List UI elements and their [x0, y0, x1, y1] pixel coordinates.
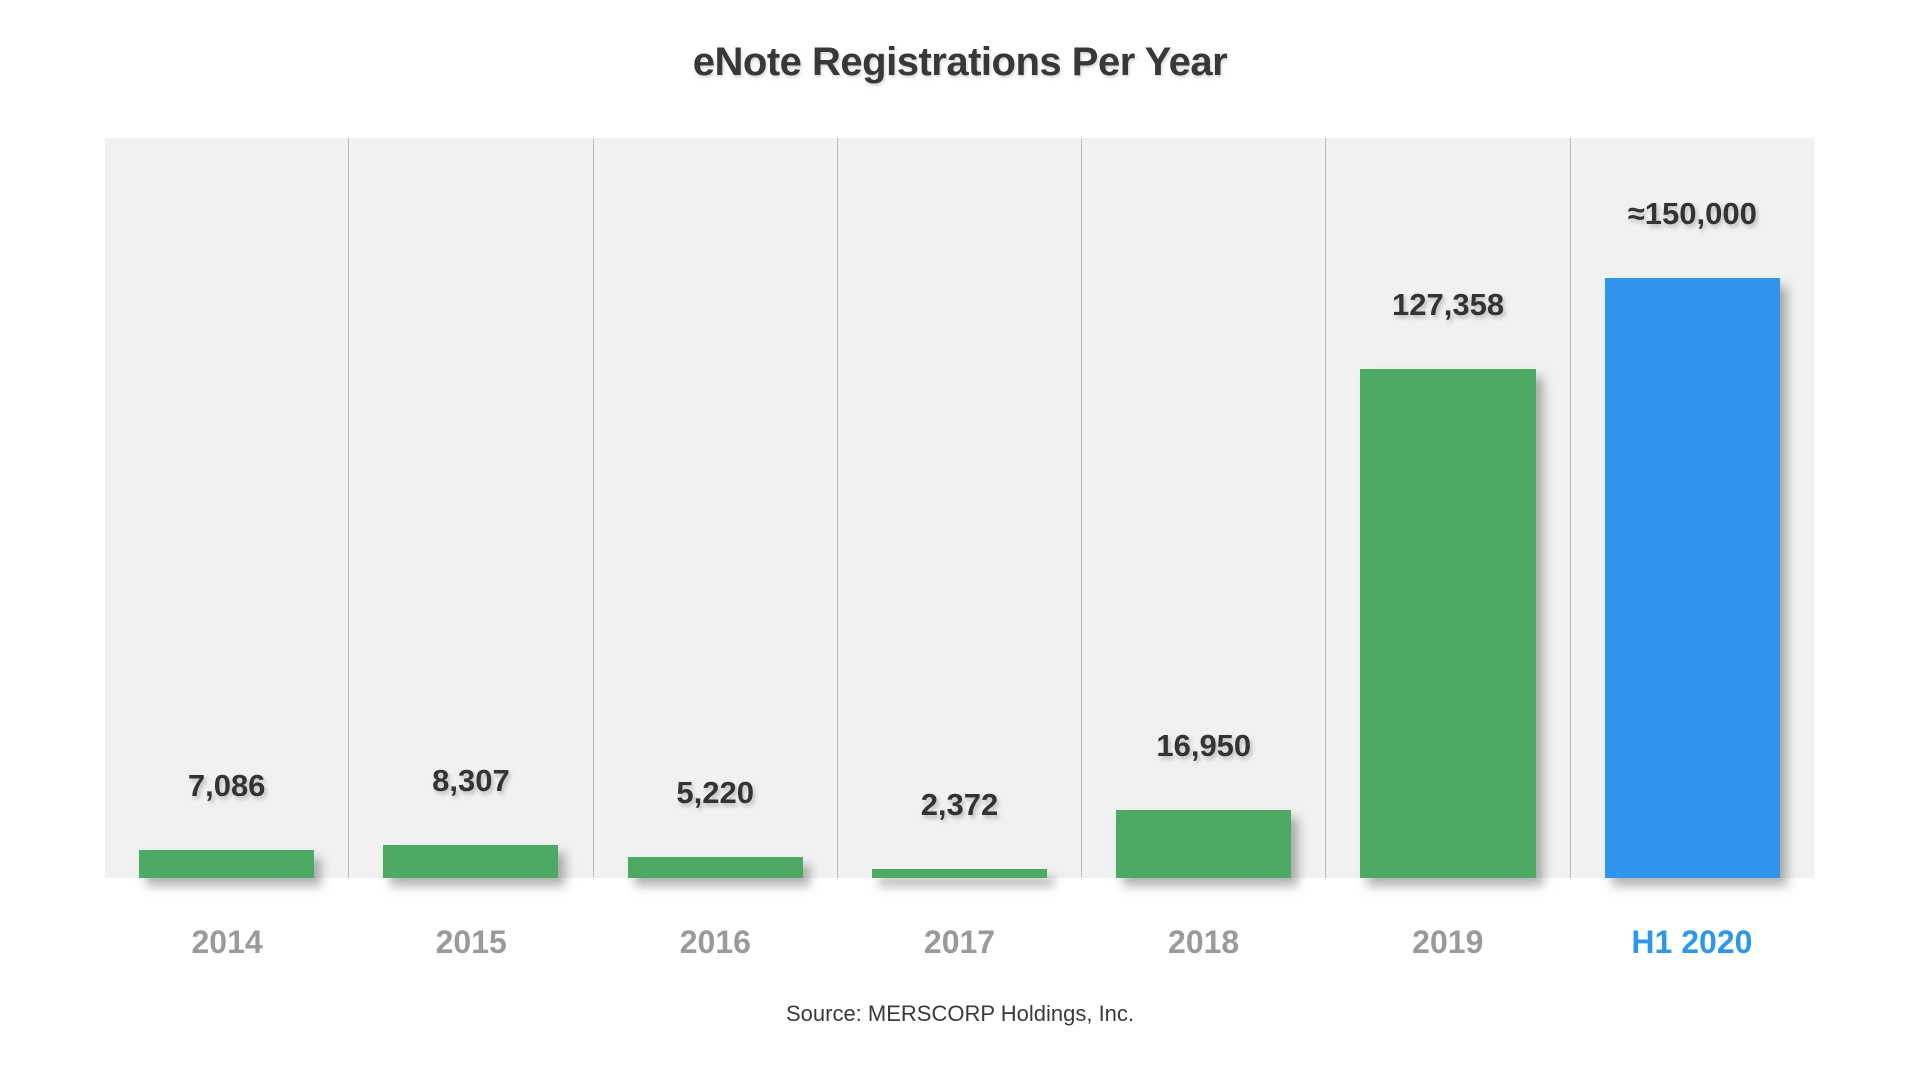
bar-column-2019: 127,358	[1326, 138, 1571, 878]
bar-column-h1-2020: ≈150,000	[1571, 138, 1814, 878]
year-label-2014: 2014	[191, 924, 263, 960]
bar-2017	[871, 869, 1048, 878]
bar-2016	[627, 857, 803, 878]
value-label-2019: 127,358	[1392, 287, 1505, 322]
value-label-h1-2020: ≈150,000	[1627, 196, 1757, 231]
bar-column-2014: 7,086	[105, 138, 350, 878]
year-label-h1-2020: H1 2020	[1631, 924, 1753, 960]
bar-2015	[383, 845, 559, 878]
bar-column-2015: 8,307	[349, 138, 594, 878]
bar-h1-2020	[1604, 278, 1780, 878]
value-label-2016: 5,220	[676, 775, 754, 810]
value-label-2015: 8,307	[432, 763, 510, 798]
value-label-2017: 2,372	[920, 787, 999, 822]
source-note: Source: MERSCORP Holdings, Inc.	[785, 1001, 1135, 1026]
bar-2018	[1116, 810, 1292, 878]
bar-2014	[139, 850, 315, 878]
value-label-2018: 16,950	[1156, 728, 1252, 763]
bar-column-2017: 2,372	[838, 138, 1083, 878]
chart-title: eNote Registrations Per Year	[692, 40, 1228, 84]
x-axis-labels: 2014 2015 2016 2017 2018 2019 H1 2020	[105, 918, 1814, 966]
bar-column-2016: 5,220	[594, 138, 838, 878]
year-label-2015: 2015	[435, 924, 507, 960]
value-label-2014: 7,086	[187, 768, 266, 803]
year-label-2016: 2016	[679, 924, 751, 960]
plot-area: 7,086 8,307 5,220 2,372 16,950 127,358 ≈150,00…	[105, 138, 1814, 878]
year-label-2017: 2017	[923, 924, 996, 960]
bar-column-2018: 16,950	[1082, 138, 1327, 878]
year-label-2018: 2018	[1168, 924, 1240, 960]
bar-2019	[1360, 369, 1536, 878]
year-label-2019: 2019	[1412, 924, 1484, 960]
